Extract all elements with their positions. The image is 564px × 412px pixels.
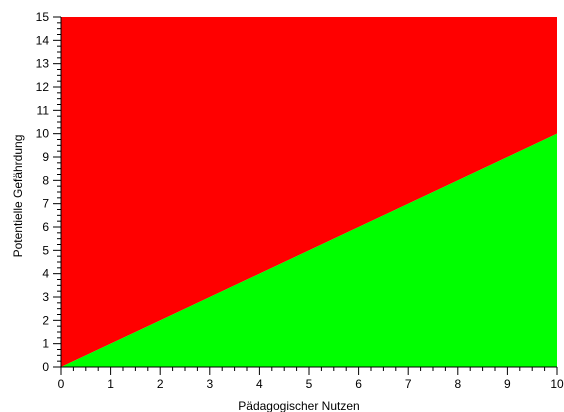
y-tick-label: 8 (42, 173, 49, 187)
x-tick-label: 3 (206, 377, 213, 391)
y-tick-label: 13 (36, 57, 50, 71)
x-tick-label: 0 (58, 377, 65, 391)
y-tick-label: 3 (42, 290, 49, 304)
y-tick-label: 2 (42, 313, 49, 327)
y-tick-label: 11 (37, 103, 50, 117)
x-tick-label: 8 (454, 377, 461, 391)
x-tick-label: 4 (256, 377, 263, 391)
x-tick-label: 1 (107, 377, 114, 391)
y-axis-title: Potentielle Gefährdung (11, 135, 25, 258)
y-tick-label: 10 (36, 127, 50, 141)
y-tick-label: 5 (42, 243, 49, 257)
x-tick-label: 5 (306, 377, 313, 391)
x-tick-label: 7 (405, 377, 412, 391)
y-tick-label: 0 (42, 360, 49, 374)
region-above-line (61, 17, 557, 367)
y-tick-label: 6 (42, 220, 49, 234)
x-axis-title: Pädagogischer Nutzen (238, 399, 359, 412)
x-tick-label: 6 (355, 377, 362, 391)
y-tick-label: 4 (42, 267, 49, 281)
region-below-line (61, 133, 557, 367)
y-tick-label: 9 (42, 150, 49, 164)
x-axis: 0 1 2 3 4 5 6 7 8 9 10 (58, 366, 564, 391)
x-tick-label: 9 (504, 377, 511, 391)
y-tick-label: 14 (36, 33, 50, 47)
y-tick-label: 7 (42, 197, 49, 211)
y-tick-label: 15 (36, 10, 50, 24)
y-tick-label: 1 (42, 337, 49, 351)
x-tick-label: 10 (550, 377, 564, 391)
x-tick-label: 2 (157, 377, 164, 391)
y-tick-label: 12 (36, 80, 50, 94)
